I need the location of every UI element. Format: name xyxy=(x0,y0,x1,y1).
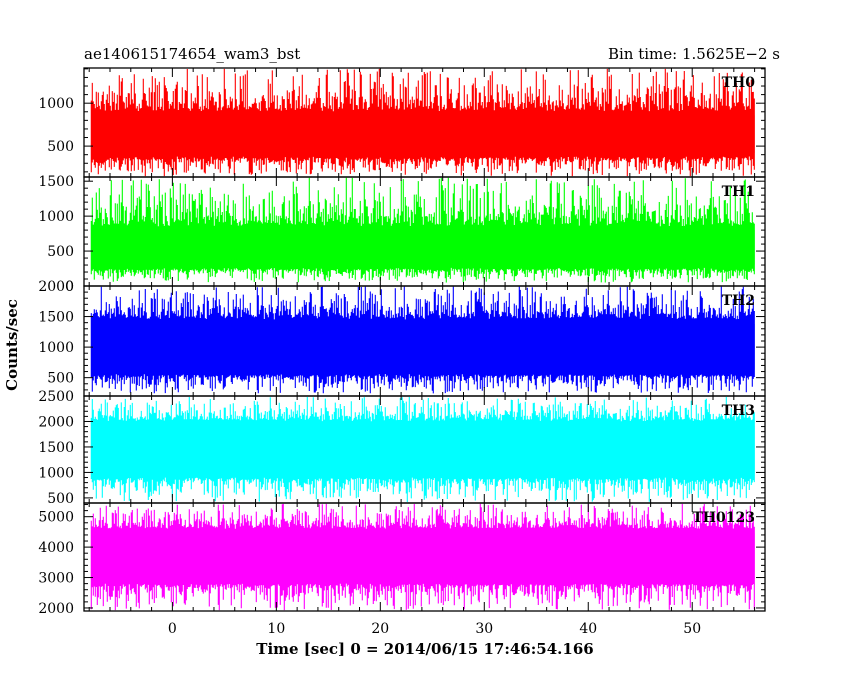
labels-layer: ae140615174654_wam3_bst Bin time: 1.5625… xyxy=(3,45,780,658)
series-label-th1: TH1 xyxy=(722,184,755,200)
series-label-th2: TH2 xyxy=(722,293,755,309)
y-tick-label: 2000 xyxy=(38,279,74,295)
y-tick-label: 2000 xyxy=(38,601,74,617)
y-tick-label: 500 xyxy=(47,371,74,387)
bin-time-label: Bin time: 1.5625E−2 s xyxy=(608,45,780,63)
series-core-th1 xyxy=(91,229,755,265)
x-tick-label: 20 xyxy=(371,621,389,637)
series-label-th0123: TH0123 xyxy=(692,510,755,526)
series-core-th2 xyxy=(91,323,755,370)
y-tick-label: 500 xyxy=(47,491,74,507)
x-axis-label: Time [sec] 0 = 2014/06/15 17:46:54.166 xyxy=(256,640,593,658)
y-tick-label: 1000 xyxy=(38,209,74,225)
y-tick-label: 2500 xyxy=(38,389,74,405)
traces-layer xyxy=(90,68,755,611)
y-tick-label: 500 xyxy=(47,139,74,155)
y-tick-label: 2000 xyxy=(38,414,74,430)
y-tick-label: 1000 xyxy=(38,465,74,481)
chart-title: ae140615174654_wam3_bst xyxy=(84,45,300,63)
x-tick-label: 50 xyxy=(683,621,701,637)
x-tick-label: 40 xyxy=(579,621,597,637)
x-tick-label: 0 xyxy=(168,621,177,637)
frames-layer xyxy=(83,67,766,612)
y-axis-label: Counts/sec xyxy=(3,299,21,391)
x-tick-label: 30 xyxy=(475,621,493,637)
series-core-th3 xyxy=(91,425,755,474)
y-tick-label: 0 xyxy=(65,279,74,295)
y-tick-label: 5000 xyxy=(38,510,74,526)
series-label-th3: TH3 xyxy=(722,403,755,419)
y-tick-label: 4000 xyxy=(38,540,74,556)
y-tick-label: 1000 xyxy=(38,340,74,356)
series-core-th0123 xyxy=(91,533,755,580)
panel-frame-th0123 xyxy=(83,502,766,612)
series-label-th0: TH0 xyxy=(722,75,756,91)
y-tick-label: 500 xyxy=(47,244,74,260)
series-core-th0 xyxy=(91,115,755,153)
y-tick-label: 1000 xyxy=(38,96,74,112)
y-tick-label: 1500 xyxy=(38,310,74,326)
y-tick-label: 1500 xyxy=(38,174,74,190)
y-tick-label: 1500 xyxy=(38,440,74,456)
x-tick-label: 10 xyxy=(267,621,285,637)
y-tick-label: 3000 xyxy=(38,571,74,587)
